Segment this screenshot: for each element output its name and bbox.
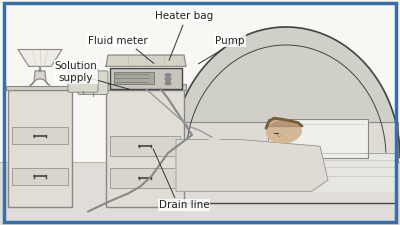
FancyBboxPatch shape (106, 90, 184, 207)
Polygon shape (106, 55, 186, 66)
Polygon shape (30, 71, 50, 86)
Circle shape (165, 78, 171, 81)
FancyBboxPatch shape (104, 84, 186, 90)
Text: Fluid meter: Fluid meter (88, 36, 148, 45)
FancyBboxPatch shape (6, 86, 74, 90)
Ellipse shape (267, 120, 301, 143)
FancyBboxPatch shape (110, 168, 180, 188)
FancyBboxPatch shape (0, 162, 400, 225)
FancyBboxPatch shape (12, 127, 68, 144)
Circle shape (165, 74, 171, 77)
Circle shape (165, 82, 171, 85)
Polygon shape (172, 27, 400, 158)
Polygon shape (176, 153, 396, 191)
FancyBboxPatch shape (12, 168, 68, 184)
Text: Heater bag: Heater bag (155, 11, 213, 21)
Polygon shape (176, 140, 328, 191)
FancyBboxPatch shape (176, 122, 398, 162)
Text: Solution
supply: Solution supply (55, 61, 97, 83)
FancyBboxPatch shape (78, 71, 108, 94)
Polygon shape (18, 50, 62, 66)
Text: Drain line: Drain line (159, 200, 209, 210)
FancyBboxPatch shape (68, 69, 98, 92)
FancyBboxPatch shape (8, 90, 72, 207)
FancyBboxPatch shape (110, 136, 180, 156)
FancyBboxPatch shape (0, 0, 400, 162)
FancyBboxPatch shape (114, 72, 154, 84)
FancyBboxPatch shape (110, 68, 182, 89)
Text: Pump: Pump (215, 36, 245, 45)
Polygon shape (268, 119, 368, 158)
